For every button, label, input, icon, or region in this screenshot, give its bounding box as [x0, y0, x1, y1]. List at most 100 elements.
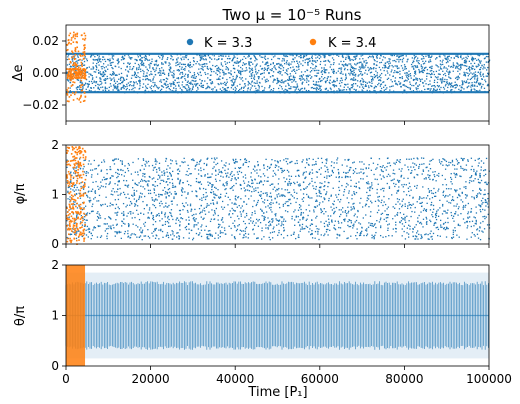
k33-point	[411, 57, 413, 59]
k33-point	[97, 61, 99, 63]
k33-point	[81, 62, 84, 65]
k33-point	[346, 175, 348, 178]
k33-point	[448, 55, 450, 57]
k33-point	[301, 198, 303, 200]
k33-point	[395, 221, 397, 223]
k33-point	[75, 222, 77, 224]
k33-point	[75, 61, 77, 63]
k33-point	[433, 224, 435, 226]
k33-point	[458, 206, 460, 208]
k33-point	[111, 62, 113, 64]
k33-point	[205, 164, 208, 167]
k33-point	[363, 60, 365, 62]
k33-point	[465, 81, 468, 84]
k33-point	[391, 64, 393, 67]
k33-point	[315, 57, 317, 59]
k33-point	[265, 63, 267, 65]
k33-point	[361, 63, 363, 65]
k33-point	[134, 216, 136, 219]
k33-point	[234, 202, 236, 204]
k33-point	[132, 87, 134, 90]
k33-point	[183, 157, 185, 160]
k34-point	[79, 70, 82, 73]
k33-point	[93, 226, 95, 228]
k33-point	[83, 60, 86, 63]
k33-point	[300, 55, 302, 57]
k33-point	[421, 163, 423, 165]
k33-point	[141, 64, 143, 66]
k33-point	[161, 230, 164, 233]
k33-point	[162, 55, 164, 57]
k33-point	[388, 162, 391, 164]
k33-point	[226, 184, 228, 186]
k33-point	[444, 74, 447, 77]
k33-point	[386, 182, 388, 185]
k33-point	[257, 76, 260, 78]
k33-point	[337, 199, 339, 201]
k33-point	[164, 191, 167, 193]
k33-point	[441, 79, 444, 81]
k33-point	[66, 72, 68, 75]
k33-point	[132, 161, 134, 164]
k33-point	[365, 167, 367, 169]
k33-point	[279, 84, 281, 87]
k33-point	[290, 63, 292, 65]
k33-point	[66, 72, 69, 74]
k33-point	[159, 80, 161, 83]
k33-point	[276, 196, 279, 198]
k33-point	[343, 230, 345, 233]
k33-point	[242, 87, 245, 89]
k33-point	[83, 207, 85, 209]
k33-point	[412, 196, 414, 198]
k33-point	[233, 55, 235, 57]
k33-point	[181, 66, 183, 68]
k33-point	[392, 85, 394, 87]
k33-point	[146, 72, 148, 74]
k33-point	[436, 88, 438, 90]
k33-point	[420, 58, 423, 60]
k33-point	[394, 59, 396, 62]
k33-point	[362, 79, 364, 81]
k33-point	[465, 56, 467, 58]
k33-point	[184, 67, 186, 70]
k33-point	[270, 209, 272, 211]
k33-point	[295, 55, 298, 57]
k33-point	[140, 59, 142, 62]
k33-point	[201, 65, 203, 68]
k33-point	[236, 60, 238, 62]
k33-point	[352, 203, 354, 205]
k33-point	[286, 178, 288, 180]
k33-point	[184, 161, 186, 163]
k33-point	[83, 84, 85, 87]
k33-point	[398, 67, 400, 69]
k33-point	[221, 55, 223, 57]
k33-point	[408, 73, 410, 76]
k33-point	[201, 68, 204, 70]
k33-point	[111, 55, 114, 57]
k33-point	[74, 173, 76, 175]
k33-point	[131, 194, 133, 196]
k33-point	[360, 66, 362, 68]
k33-point	[128, 84, 131, 87]
k33-point	[246, 185, 248, 187]
k33-point	[241, 68, 244, 70]
k33-point	[254, 56, 256, 58]
k33-point	[266, 195, 268, 197]
k34-point	[82, 58, 85, 60]
k33-point	[335, 194, 337, 196]
k33-point	[96, 66, 98, 69]
k33-point	[161, 67, 163, 69]
k33-point	[167, 85, 170, 88]
k33-point	[251, 179, 253, 181]
k34-point	[75, 68, 78, 70]
k33-point	[91, 234, 93, 237]
k33-point	[401, 223, 404, 225]
k33-point	[295, 216, 297, 218]
k33-point	[155, 159, 157, 161]
k33-point	[403, 64, 406, 66]
k33-point	[144, 235, 147, 237]
k33-point	[118, 180, 120, 182]
k33-point	[387, 227, 389, 229]
k33-point	[229, 57, 231, 60]
k33-point	[258, 194, 261, 196]
